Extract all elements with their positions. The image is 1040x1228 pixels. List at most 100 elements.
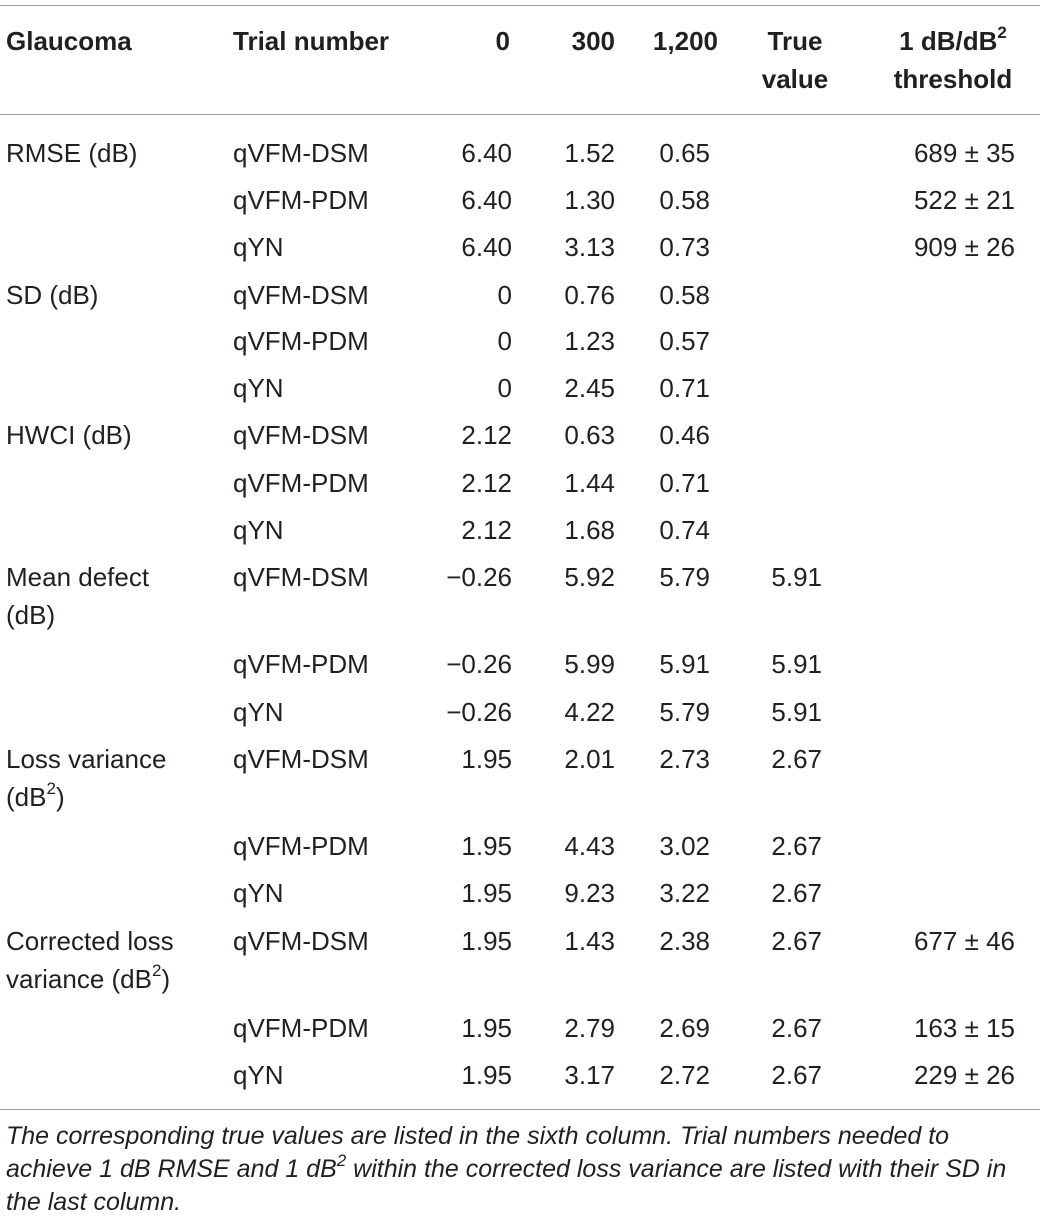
- row-true-value: 2.67: [771, 878, 822, 908]
- row-method: qYN: [233, 697, 284, 727]
- row-value-trial-1200: 2.69: [659, 1013, 710, 1043]
- group-label-line2: variance (dB2): [6, 962, 170, 994]
- group-label-suffix: ): [55, 782, 65, 812]
- row-value-trial-300: 0.76: [564, 280, 615, 310]
- footnote-sup: 2: [336, 1150, 347, 1170]
- row-value-trial-0: 1.95: [461, 1013, 512, 1043]
- row-method: qYN: [233, 232, 284, 262]
- row-value-trial-0: −0.26: [446, 649, 512, 679]
- row-method: qYN: [233, 515, 284, 545]
- row-value-trial-300: 4.22: [564, 697, 615, 727]
- row-value-trial-1200: 0.73: [659, 232, 710, 262]
- row-value-trial-0: 1.95: [461, 878, 512, 908]
- row-value-trial-1200: 2.38: [659, 926, 710, 956]
- header-threshold: 1 dB/dB2 threshold: [868, 22, 1038, 98]
- group-label: RMSE (dB): [6, 134, 137, 172]
- row-true-value: 2.67: [771, 1013, 822, 1043]
- header-glaucoma: Glaucoma: [6, 26, 132, 56]
- group-label-line1: Mean defect: [6, 562, 150, 592]
- row-value-trial-1200: 0.46: [659, 420, 710, 450]
- header-true-line1: True: [767, 26, 823, 56]
- group-label-sup: 2: [46, 779, 56, 799]
- group-label-line2: (dB): [6, 600, 56, 630]
- row-true-value: 2.67: [771, 1060, 822, 1090]
- group-label: HWCI (dB): [6, 416, 132, 454]
- header-true-line2: value: [761, 64, 829, 94]
- row-value-trial-1200: 0.71: [659, 373, 710, 403]
- group-label: Mean defect (dB): [6, 558, 149, 634]
- row-value-trial-300: 0.63: [564, 420, 615, 450]
- row-value-trial-1200: 0.58: [659, 185, 710, 215]
- group-label-line1: RMSE (dB): [6, 138, 138, 168]
- row-method: qYN: [233, 373, 284, 403]
- group-label: Loss variance (dB2): [6, 740, 166, 816]
- footnote-part1: The corresponding true values are listed…: [6, 1122, 950, 1183]
- group-label: Corrected loss variance (dB2): [6, 922, 174, 998]
- row-true-value: 5.91: [771, 649, 822, 679]
- row-method: qVFM-DSM: [233, 562, 369, 592]
- row-value-trial-0: 1.95: [461, 831, 512, 861]
- row-value-trial-300: 2.79: [564, 1013, 615, 1043]
- row-value-trial-300: 3.13: [564, 232, 615, 262]
- row-threshold: 677 ± 46: [913, 926, 1015, 956]
- row-value-trial-1200: 0.74: [659, 515, 710, 545]
- row-value-trial-0: 6.40: [461, 232, 512, 262]
- group-label-line1: Corrected loss: [6, 926, 174, 956]
- row-value-trial-1200: 2.73: [659, 744, 710, 774]
- group-label-line1: Loss variance: [6, 744, 167, 774]
- row-value-trial-300: 1.30: [564, 185, 615, 215]
- group-label-line2: (dB2): [6, 779, 65, 812]
- row-threshold: 229 ± 26: [913, 1060, 1015, 1090]
- row-value-trial-0: 6.40: [461, 138, 512, 168]
- row-value-trial-1200: 3.22: [659, 878, 710, 908]
- row-method: qVFM-PDM: [233, 649, 369, 679]
- header-trial-0: 0: [495, 26, 510, 56]
- row-method: qVFM-DSM: [233, 420, 369, 450]
- row-value-trial-1200: 5.79: [659, 697, 710, 727]
- row-value-trial-300: 1.23: [564, 326, 615, 356]
- row-method: qVFM-PDM: [233, 185, 369, 215]
- row-value-trial-1200: 3.02: [659, 831, 710, 861]
- group-label-unit: (dB: [6, 782, 47, 812]
- row-value-trial-300: 1.44: [564, 468, 615, 498]
- row-method: qVFM-PDM: [233, 831, 369, 861]
- row-method: qYN: [233, 878, 284, 908]
- row-value-trial-0: 1.95: [461, 744, 512, 774]
- row-value-trial-0: 0: [497, 280, 512, 310]
- row-value-trial-0: 1.95: [461, 926, 512, 956]
- header-trial-number: Trial number: [233, 26, 390, 56]
- row-value-trial-1200: 0.58: [659, 280, 710, 310]
- row-threshold: 163 ± 15: [913, 1013, 1015, 1043]
- row-value-trial-1200: 2.72: [659, 1060, 710, 1090]
- row-true-value: 2.67: [771, 926, 822, 956]
- row-method: qVFM-DSM: [233, 744, 369, 774]
- table-footnote: The corresponding true values are listed…: [6, 1120, 1036, 1219]
- row-method: qVFM-PDM: [233, 1013, 369, 1043]
- row-value-trial-300: 1.43: [564, 926, 615, 956]
- group-label-line1: SD (dB): [6, 280, 99, 310]
- row-value-trial-300: 1.68: [564, 515, 615, 545]
- row-true-value: 2.67: [771, 744, 822, 774]
- row-value-trial-0: 0: [497, 326, 512, 356]
- row-method: qVFM-PDM: [233, 326, 369, 356]
- header-rule: [0, 114, 1040, 115]
- row-value-trial-0: 1.95: [461, 1060, 512, 1090]
- row-value-trial-300: 2.45: [564, 373, 615, 403]
- row-value-trial-0: 2.12: [461, 468, 512, 498]
- row-value-trial-1200: 5.91: [659, 649, 710, 679]
- header-true-value: True value: [745, 22, 845, 98]
- row-value-trial-300: 4.43: [564, 831, 615, 861]
- row-value-trial-1200: 0.65: [659, 138, 710, 168]
- group-label: SD (dB): [6, 276, 98, 314]
- row-true-value: 5.91: [771, 562, 822, 592]
- row-true-value: 2.67: [771, 831, 822, 861]
- row-value-trial-300: 1.52: [564, 138, 615, 168]
- row-threshold: 689 ± 35: [913, 138, 1015, 168]
- header-trial-300: 300: [571, 26, 615, 56]
- row-value-trial-1200: 0.71: [659, 468, 710, 498]
- row-method: qYN: [233, 1060, 284, 1090]
- header-threshold-line2: threshold: [893, 64, 1013, 94]
- header-threshold-line1: 1 dB/dB2: [899, 24, 1007, 56]
- row-true-value: 5.91: [771, 697, 822, 727]
- row-value-trial-300: 9.23: [564, 878, 615, 908]
